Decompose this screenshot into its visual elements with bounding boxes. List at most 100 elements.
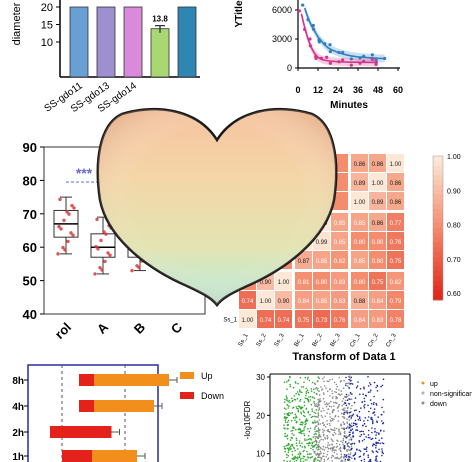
volcano-point — [318, 390, 320, 392]
decay-point — [341, 58, 345, 62]
timebar-chart: 8h 4h 2h 1h Up Down — [0, 350, 240, 462]
heatmap-cell — [331, 232, 348, 250]
volcano-point — [334, 401, 337, 404]
volcano-point — [300, 457, 302, 460]
box-point — [69, 231, 73, 235]
volcano-point — [335, 427, 338, 430]
volcano-point — [315, 447, 317, 449]
volcano-point — [345, 456, 348, 458]
volcano-point — [320, 452, 322, 454]
volcano-legend-label: down — [430, 401, 447, 408]
volcano-point — [304, 438, 306, 440]
volcano-point — [288, 447, 291, 449]
volcano-point — [297, 457, 299, 460]
volcano-point — [306, 459, 308, 461]
volcano-point — [320, 414, 323, 417]
volcano-point — [308, 396, 310, 398]
colorbar-step — [433, 218, 443, 224]
heatmap-cell — [387, 192, 404, 210]
volcano-point — [376, 451, 379, 453]
volcano-point — [345, 404, 348, 407]
volcano-point — [367, 391, 370, 394]
colorbar-tick-label: 0.70 — [447, 257, 461, 264]
volcano-point — [353, 422, 355, 424]
volcano-point — [330, 400, 332, 403]
volcano-point — [332, 396, 334, 398]
volcano-point — [350, 398, 353, 400]
volcano-point — [289, 412, 292, 415]
heatmap-cell — [351, 232, 368, 250]
volcano-point — [374, 431, 376, 433]
volcano-point — [339, 447, 342, 450]
volcano-point — [333, 449, 335, 452]
volcano-point — [333, 381, 336, 384]
volcano-point — [336, 453, 338, 455]
volcano-point — [346, 443, 349, 445]
volcano-point — [309, 438, 311, 440]
volcano-point — [329, 413, 331, 415]
volcano-point — [334, 415, 336, 418]
volcano-point — [329, 444, 331, 446]
heatmap-cell — [331, 272, 348, 290]
volcano-point — [285, 408, 287, 410]
volcano-point — [290, 420, 293, 422]
volcano-point — [302, 457, 304, 460]
volcano-point — [382, 398, 385, 401]
volcano-point — [294, 449, 296, 452]
volcano-point — [321, 416, 324, 419]
volcano-point — [347, 382, 349, 385]
volcano-point — [289, 439, 292, 441]
volcano-point — [356, 429, 358, 431]
volcano-point — [315, 433, 317, 435]
decay-point — [374, 62, 378, 66]
colorbar-step — [433, 175, 443, 181]
volcano-point — [304, 415, 306, 418]
volcano-point — [359, 435, 361, 438]
volcano-point — [293, 395, 296, 397]
volcano-point — [319, 398, 321, 400]
volcano-point — [318, 456, 320, 458]
heatmap-cell — [313, 291, 330, 309]
volcano-point — [286, 381, 288, 383]
volcano-legend-label: up — [430, 381, 438, 388]
volcano-point — [312, 396, 314, 398]
heatmap-cell — [351, 310, 368, 328]
volcano-point — [348, 403, 351, 405]
heatmap-cell — [369, 251, 386, 269]
volcano-point — [371, 450, 373, 452]
volcano-point — [339, 432, 342, 435]
bar — [177, 6, 197, 78]
volcano-point — [316, 393, 318, 396]
volcano-point — [284, 416, 286, 418]
bar-ytick-label: 20 — [41, 2, 53, 14]
volcano-point — [295, 442, 298, 444]
volcano-point — [345, 427, 347, 430]
volcano-point — [334, 457, 336, 459]
volcano-point — [360, 430, 363, 433]
volcano-point — [363, 397, 366, 400]
heatmap-col-label: Bc_2 — [312, 332, 324, 347]
volcano-point — [306, 397, 308, 400]
volcano-point — [373, 411, 375, 414]
volcano-point — [334, 429, 336, 432]
decay-point — [308, 37, 312, 41]
colorbar-step — [433, 199, 443, 205]
volcano-point — [328, 388, 331, 391]
volcano-point — [317, 412, 319, 414]
volcano-point — [288, 399, 291, 402]
volcano-point — [317, 459, 319, 461]
colorbar-step — [433, 256, 443, 263]
heatmap-cell — [387, 310, 404, 328]
volcano-point — [317, 387, 319, 390]
volcano-point — [374, 427, 376, 430]
heatmap-cell — [369, 272, 386, 290]
volcano-point — [348, 378, 350, 381]
volcano-point — [354, 458, 356, 460]
bar-ytick-label: 15 — [41, 20, 53, 32]
volcano-point — [343, 454, 346, 456]
volcano-point — [316, 389, 319, 391]
volcano-point — [314, 436, 316, 438]
volcano-point — [341, 441, 344, 444]
volcano-point — [336, 457, 338, 460]
volcano-point — [310, 416, 313, 419]
